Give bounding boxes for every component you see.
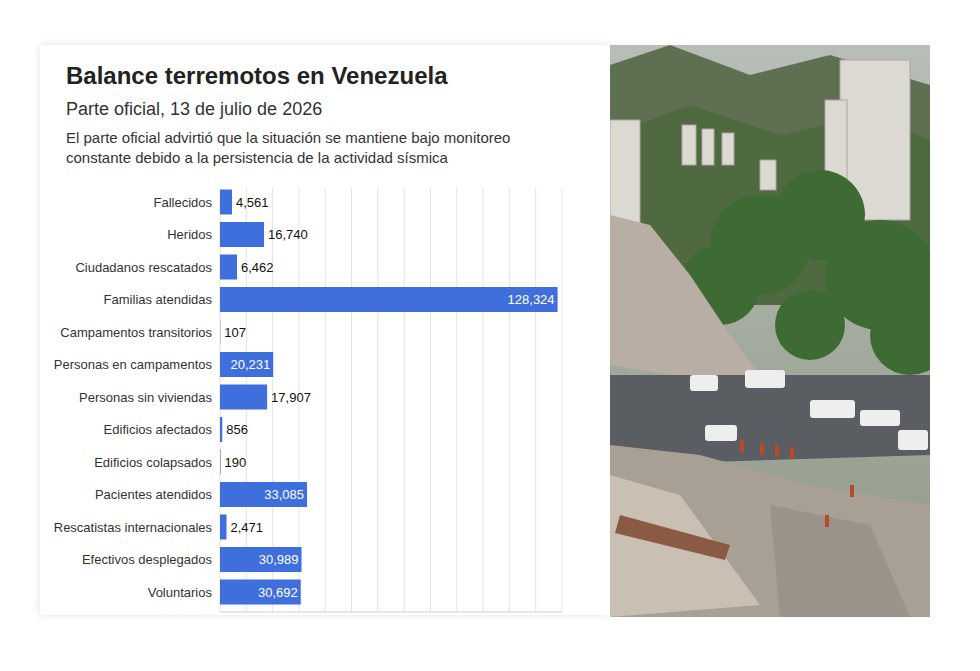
slab xyxy=(615,515,730,560)
building xyxy=(682,125,696,165)
car xyxy=(860,410,900,426)
bar xyxy=(220,352,273,377)
category-label: Efectivos desplegados xyxy=(82,552,213,567)
car xyxy=(705,425,737,441)
bar xyxy=(220,482,307,507)
data-label: 6,462 xyxy=(241,260,274,275)
category-label: Personas sin viviendas xyxy=(79,390,212,405)
title: Balance terremotos en Venezuela xyxy=(66,62,448,90)
category-label: Fallecidos xyxy=(153,195,212,210)
car xyxy=(898,430,928,450)
grid-line xyxy=(562,188,563,612)
building xyxy=(760,160,776,190)
data-label: 856 xyxy=(226,422,248,437)
person xyxy=(825,515,829,527)
person xyxy=(740,440,744,452)
category-label: Pacientes atendidos xyxy=(95,487,213,502)
data-label: 128,324 xyxy=(508,292,555,307)
rubble xyxy=(770,505,910,617)
bar xyxy=(220,222,264,247)
building xyxy=(722,133,734,165)
car xyxy=(810,400,855,418)
data-label: 190 xyxy=(224,455,246,470)
grid-line xyxy=(430,188,431,612)
rubble xyxy=(610,445,930,617)
bar xyxy=(220,417,222,442)
bar xyxy=(220,547,302,572)
category-label: Rescatistas internacionales xyxy=(54,520,213,535)
grid-line xyxy=(456,188,457,612)
tree xyxy=(775,290,845,360)
person xyxy=(790,447,794,459)
rubble xyxy=(610,215,760,375)
bar xyxy=(220,450,221,475)
bar xyxy=(220,385,267,410)
person xyxy=(850,485,854,497)
category-label: Edificios afectados xyxy=(104,422,213,437)
grid-line xyxy=(404,188,405,612)
data-label: 107 xyxy=(224,325,246,340)
chart: Fallecidos 4,561 Heridos 16,740 Ciudadanos r… xyxy=(0,0,610,671)
grid-line xyxy=(483,188,484,612)
bar xyxy=(220,190,232,215)
bar xyxy=(220,320,221,345)
data-label: 2,471 xyxy=(231,520,264,535)
grid-line xyxy=(325,188,326,612)
grid-line xyxy=(509,188,510,612)
data-label: 33,085 xyxy=(264,487,304,502)
bar xyxy=(220,287,558,312)
grid-line xyxy=(351,188,352,612)
bar xyxy=(220,515,227,540)
category-label: Ciudadanos rescatados xyxy=(75,260,212,275)
data-label: 30,989 xyxy=(259,552,299,567)
car xyxy=(690,375,718,391)
category-label: Voluntarios xyxy=(148,585,213,600)
labels: Fallecidos 4,561 Heridos 16,740 Ciudadanos r… xyxy=(54,195,555,600)
building xyxy=(702,129,714,165)
bars xyxy=(220,190,558,605)
category-label: Heridos xyxy=(167,227,212,242)
category-label: Edificios colapsados xyxy=(94,455,212,470)
bar xyxy=(220,580,301,605)
subtitle: Parte oficial, 13 de julio de 2026 xyxy=(66,99,322,120)
photo xyxy=(610,45,930,617)
data-label: 4,561 xyxy=(236,195,269,210)
car xyxy=(745,370,785,388)
data-label: 16,740 xyxy=(268,227,308,242)
data-label: 17,907 xyxy=(271,390,311,405)
person xyxy=(760,443,764,455)
grid-line xyxy=(535,188,536,612)
building xyxy=(610,120,640,230)
bar xyxy=(220,255,237,280)
note: El parte oficial advirtió que la situaci… xyxy=(66,128,566,168)
category-label: Campamentos transitorios xyxy=(60,325,212,340)
slab xyxy=(610,475,760,617)
data-label: 30,692 xyxy=(258,585,298,600)
tree xyxy=(870,295,930,375)
person xyxy=(775,445,779,457)
grid-line xyxy=(377,188,378,612)
x-axis xyxy=(220,612,562,613)
data-label: 20,231 xyxy=(230,357,270,372)
category-label: Familias atendidas xyxy=(104,292,213,307)
category-label: Personas en campamentos xyxy=(54,357,213,372)
grid xyxy=(220,188,562,612)
